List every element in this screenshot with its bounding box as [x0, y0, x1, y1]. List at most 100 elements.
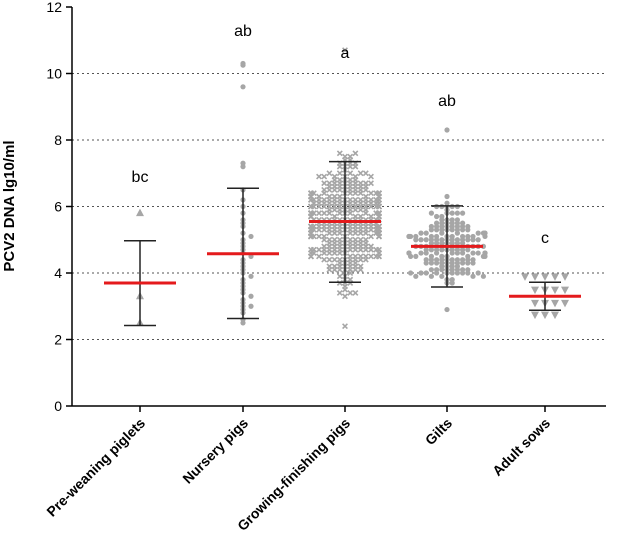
- data-point: [482, 253, 488, 259]
- data-point: [449, 217, 455, 223]
- data-point: [368, 190, 374, 197]
- data-point: [331, 206, 338, 213]
- axes: [66, 6, 606, 412]
- data-point: [454, 263, 460, 269]
- data-point: [326, 170, 333, 177]
- data-point: [240, 320, 246, 326]
- data-point: [423, 257, 429, 263]
- data-point: [418, 230, 424, 236]
- data-point: [347, 206, 354, 213]
- data-point: [347, 230, 354, 237]
- data-point: [357, 170, 364, 177]
- y-tick-label: 8: [54, 132, 62, 148]
- data-point: [475, 230, 481, 236]
- data-point: [316, 173, 322, 180]
- data-point: [454, 240, 460, 246]
- data-point: [551, 286, 559, 295]
- data-point: [465, 257, 471, 263]
- data-point: [357, 226, 364, 233]
- data-point: [376, 250, 382, 257]
- data-point: [336, 200, 343, 207]
- data-point: [531, 311, 539, 320]
- data-point: [362, 226, 369, 233]
- data-point: [368, 173, 374, 180]
- data-point: [439, 223, 445, 230]
- data-point: [342, 47, 348, 54]
- data-point: [449, 250, 455, 256]
- data-point: [531, 273, 539, 281]
- data-point: [240, 62, 246, 68]
- data-point: [331, 256, 338, 263]
- data-point: [321, 243, 328, 250]
- data-point: [418, 237, 424, 243]
- data-point: [308, 196, 314, 203]
- y-tick-label: 2: [54, 332, 62, 348]
- data-points: [136, 47, 569, 330]
- data-point: [357, 200, 364, 207]
- data-point: [321, 186, 328, 193]
- data-point: [352, 206, 359, 213]
- data-point: [347, 270, 354, 276]
- data-point: [561, 286, 569, 295]
- data-point: [316, 200, 322, 207]
- data-point: [376, 190, 382, 197]
- data-point: [439, 217, 445, 223]
- labels: bc Pre-weaning piglets ab Nursery pigs a Grow…: [43, 0, 553, 534]
- data-point: [460, 247, 466, 253]
- data-point: [434, 223, 440, 230]
- data-point: [561, 299, 569, 308]
- data-point: [352, 150, 359, 157]
- data-point: [362, 200, 369, 207]
- data-point: [423, 230, 429, 236]
- significance-label: ab: [438, 93, 456, 110]
- data-point: [449, 223, 455, 230]
- category-label: Adult sows: [489, 415, 553, 479]
- data-point: [347, 263, 354, 270]
- data-point: [376, 200, 382, 207]
- data-point: [316, 226, 322, 233]
- data-point: [331, 263, 338, 270]
- data-point: [454, 257, 460, 263]
- data-point: [475, 270, 481, 276]
- data-point: [326, 263, 333, 270]
- data-point: [475, 237, 481, 243]
- data-point: [470, 237, 476, 243]
- data-point: [449, 263, 455, 269]
- data-point: [368, 180, 374, 187]
- data-point: [428, 240, 434, 246]
- category-label: Growing-finishing pigs: [234, 415, 353, 534]
- category-label: Nursery pigs: [179, 415, 251, 487]
- data-point: [418, 250, 424, 256]
- data-point: [460, 210, 466, 216]
- data-point: [136, 208, 144, 217]
- data-point: [449, 210, 455, 216]
- data-point: [357, 263, 364, 270]
- data-point: [434, 257, 440, 263]
- data-point: [357, 206, 364, 213]
- data-point: [454, 210, 460, 216]
- data-point: [551, 299, 559, 308]
- data-point: [336, 206, 343, 213]
- data-point: [551, 311, 559, 320]
- data-point: [413, 273, 419, 279]
- data-point: [368, 243, 374, 250]
- data-point: [531, 299, 539, 308]
- data-point: [406, 250, 412, 256]
- data-point: [531, 286, 539, 295]
- data-point: [521, 273, 529, 281]
- data-point: [357, 240, 364, 247]
- data-point: [444, 200, 450, 206]
- data-point: [423, 247, 429, 253]
- data-point: [362, 240, 369, 247]
- data-point: [413, 237, 419, 243]
- data-point: [460, 240, 466, 246]
- data-point: [439, 240, 445, 246]
- data-point: [439, 273, 445, 279]
- data-point: [561, 273, 569, 281]
- data-point: [454, 250, 460, 256]
- data-point: [541, 273, 549, 281]
- data-point: [482, 230, 488, 236]
- data-point: [316, 210, 322, 217]
- data-point: [336, 236, 343, 243]
- data-point: [336, 243, 343, 250]
